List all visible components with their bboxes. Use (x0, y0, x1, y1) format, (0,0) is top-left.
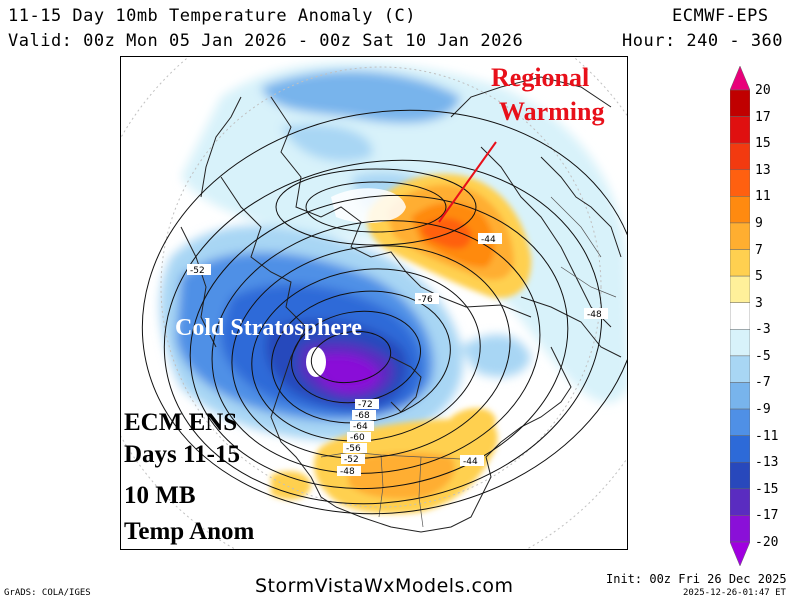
color-scale-label: -3 (755, 322, 771, 338)
color-scale-label: 15 (755, 136, 771, 152)
grads-credit: GrADS: COLA/IGES (4, 588, 91, 598)
color-scale-swatch (730, 488, 750, 516)
contour-label: -52 (344, 455, 359, 465)
coastlines (180, 76, 622, 533)
color-scale-label: -7 (755, 375, 771, 391)
color-scale-label: -17 (755, 508, 779, 524)
color-scale-swatch (730, 541, 750, 566)
temperature-contours (141, 109, 627, 515)
color-scale-swatch (730, 435, 750, 463)
color-scale-swatch (730, 515, 750, 543)
warming-arrow (438, 141, 497, 223)
color-scale-label: -13 (755, 455, 779, 471)
ecm-block-line2: Days 11-15 (124, 441, 240, 468)
color-scale-label: -20 (755, 535, 779, 550)
color-scale-label: 5 (755, 269, 763, 285)
color-scale-swatch (730, 222, 750, 250)
color-scale-label: 17 (755, 109, 771, 125)
color-scale-label: 3 (755, 295, 763, 311)
regional-warming-label-line1: Regional (491, 63, 590, 92)
color-scale-swatch (730, 382, 750, 410)
valid-range: Valid: 00z Mon 05 Jan 2026 - 00z Sat 10 … (8, 31, 524, 51)
model-name: ECMWF-EPS (672, 6, 769, 26)
init-time: Init: 00z Fri 26 Dec 2025 (606, 572, 787, 586)
color-scale-label: -5 (755, 348, 771, 364)
ecm-block-line1: ECM ENS (124, 409, 238, 436)
polar-stereographic-map: -44 -52 -76 -48 -72 -68 -64 -60 -56 -52 … (121, 57, 627, 549)
contour-label: -64 (353, 422, 368, 432)
color-scale-swatch (730, 249, 750, 277)
contour-labels: -44 -52 -76 -48 -72 -68 -64 -60 -56 -52 … (187, 233, 608, 477)
color-scale-swatch (730, 355, 750, 383)
cold-stratosphere-label: Cold Stratosphere (175, 315, 362, 341)
color-scale-swatch (730, 302, 750, 330)
color-scale-label: -11 (755, 428, 779, 444)
color-scale-swatch (730, 169, 750, 197)
color-scale-swatch (730, 89, 750, 117)
color-scale-label: -15 (755, 481, 779, 497)
ecm-block-line3: 10 MB (124, 482, 196, 509)
contour-label: -72 (358, 400, 373, 410)
contour-label: -56 (346, 444, 361, 454)
contour-label: -44 (463, 457, 478, 467)
color-scale-label: -9 (755, 402, 771, 418)
color-scale-swatch (730, 329, 750, 357)
timestamp: 2025-12-26-01:47 ET (683, 588, 786, 598)
contour-label: -60 (350, 433, 365, 443)
regional-warming-label-line2: Warming (499, 97, 605, 126)
color-scale-swatch (730, 196, 750, 224)
map-title: 11-15 Day 10mb Temperature Anomaly (C) (8, 6, 416, 26)
color-scale-label: 9 (755, 215, 763, 231)
contour-label: -68 (355, 411, 370, 421)
contour-label: -44 (481, 235, 496, 245)
color-scale-swatch (730, 275, 750, 303)
latitude-circles (121, 57, 627, 549)
color-scale-label: 7 (755, 242, 763, 258)
color-scale-swatch (730, 116, 750, 144)
site-watermark: StormVistaWxModels.com (255, 575, 514, 597)
color-scale-label: 11 (755, 189, 771, 205)
map-panel: -44 -52 -76 -48 -72 -68 -64 -60 -56 -52 … (120, 56, 628, 550)
color-scale-swatch (730, 66, 750, 91)
color-scale-label: 20 (755, 83, 771, 98)
contour-label: -48 (587, 310, 602, 320)
color-scale-swatch (730, 408, 750, 436)
color-scale-bar (730, 66, 750, 566)
color-scale-swatch (730, 461, 750, 490)
forecast-hour: Hour: 240 - 360 (622, 31, 784, 51)
contour-label: -52 (190, 266, 205, 276)
contour-label: -76 (418, 295, 433, 305)
color-scale-label: 13 (755, 162, 771, 178)
borders (320, 196, 617, 528)
contour-label: -48 (340, 467, 355, 477)
color-scale-swatch (730, 142, 750, 171)
ecm-block-line4: Temp Anom (124, 518, 255, 545)
